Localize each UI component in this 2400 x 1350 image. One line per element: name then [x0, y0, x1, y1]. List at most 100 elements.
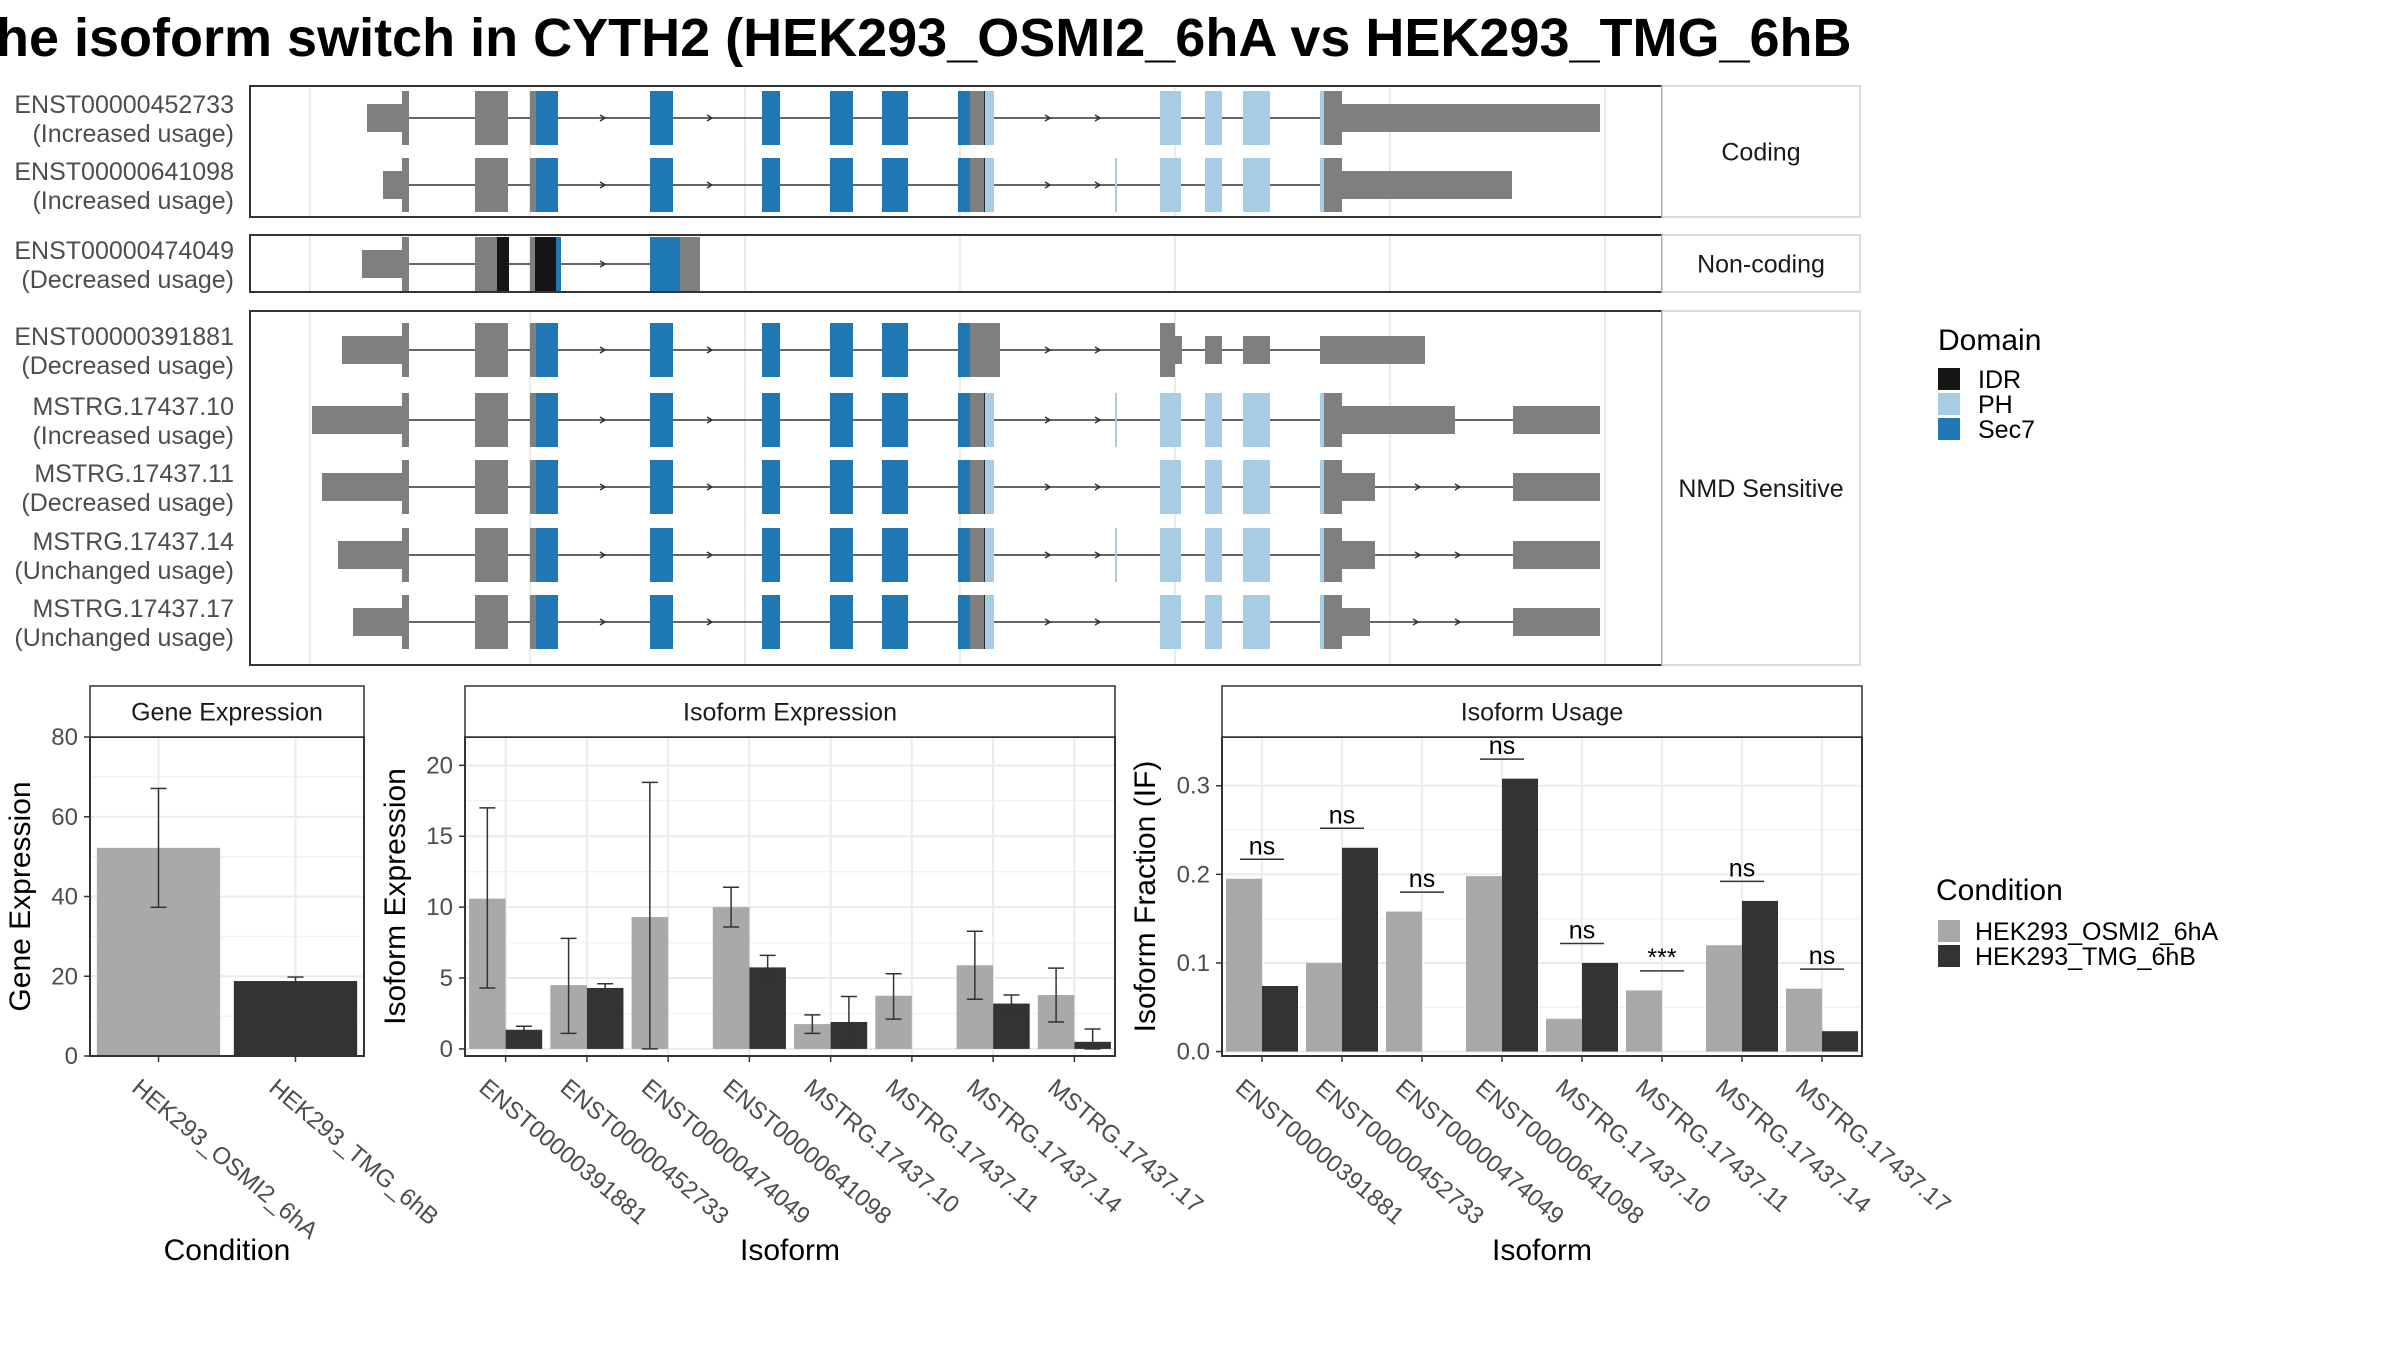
exon-block: [882, 528, 908, 582]
facet-strip: [464, 685, 1116, 738]
bar: [1342, 847, 1378, 1052]
exon-block: [970, 595, 984, 649]
exon-block: [338, 541, 402, 569]
transcript-usage-label: (Increased usage): [32, 422, 234, 450]
exon-block: [762, 323, 780, 377]
direction-arrow: [706, 181, 714, 189]
facet-strip-label: Coding: [1721, 139, 1800, 167]
exon-block: [985, 528, 994, 582]
chart-title: Gene Expression: [131, 699, 323, 727]
y-tick-label: 15: [426, 823, 453, 850]
facet-strip: [1661, 85, 1861, 218]
exon-block: [650, 595, 673, 649]
exon-block: [536, 91, 558, 145]
bar: [233, 981, 358, 1056]
exon-block: [1342, 171, 1512, 199]
y-tick-label: 60: [51, 804, 78, 831]
exon-block: [1160, 595, 1181, 649]
exon-block: [322, 473, 402, 501]
transcript-usage-label: (Unchanged usage): [14, 624, 234, 652]
exon-block: [762, 393, 780, 447]
direction-arrow: [1094, 181, 1102, 189]
exon-block: [536, 158, 558, 212]
direction-arrow: [599, 483, 607, 491]
exon-block: [985, 595, 994, 649]
direction-arrow: [599, 181, 607, 189]
significance-label: ns: [1329, 801, 1355, 829]
transcript-usage-label: (Decreased usage): [21, 266, 234, 294]
exon-block: [530, 460, 536, 514]
significance-label: ns: [1249, 832, 1275, 860]
exon-block: [1320, 460, 1324, 514]
direction-arrow: [1094, 551, 1102, 559]
exon-block: [970, 158, 984, 212]
exon-block: [1324, 91, 1342, 145]
exon-block: [830, 323, 853, 377]
exon-block: [475, 528, 508, 582]
facet-strip: [1661, 234, 1861, 293]
legend-key: [1938, 418, 1960, 440]
exon-block: [1320, 91, 1324, 145]
exon-block: [1324, 158, 1342, 212]
bar: [505, 1029, 543, 1049]
exon-block: [1513, 473, 1600, 501]
direction-arrow: [599, 260, 607, 268]
direction-arrow: [1094, 346, 1102, 354]
exon-block: [882, 323, 908, 377]
exon-block: [650, 393, 673, 447]
exon-block: [1320, 393, 1324, 447]
exon-block: [1342, 608, 1370, 636]
domain-mark: [1115, 158, 1117, 212]
exon-block: [830, 460, 853, 514]
direction-arrow: [706, 618, 714, 626]
transcript-usage-label: (Decreased usage): [21, 352, 234, 380]
exon-block: [1160, 158, 1181, 212]
exon-block: [958, 158, 970, 212]
exon-block: [1243, 460, 1270, 514]
exon-block: [342, 336, 402, 364]
y-tick-label: 0.1: [1177, 950, 1210, 977]
direction-arrow: [1044, 551, 1052, 559]
exon-block: [680, 237, 700, 291]
exon-block: [985, 91, 994, 145]
exon-block: [1205, 595, 1222, 649]
legend-label: IDR: [1978, 366, 2021, 394]
transcript-row: MSTRG.17437.10(Increased usage): [32, 393, 1600, 450]
exon-block: [650, 323, 673, 377]
exon-block: [1160, 323, 1175, 377]
exon-block: [1320, 528, 1324, 582]
exon-block: [1243, 158, 1270, 212]
legend-label: Sec7: [1978, 416, 2035, 444]
direction-arrow: [599, 114, 607, 122]
exon-block: [830, 528, 853, 582]
bar: [1502, 778, 1538, 1052]
exon-block: [497, 237, 509, 291]
figure-title: he isoform switch in CYTH2 (HEK293_OSMI2…: [0, 8, 1852, 68]
facet-strip-label: NMD Sensitive: [1678, 475, 1843, 503]
transcript-row: ENST00000452733(Increased usage): [14, 91, 1600, 148]
exon-block: [970, 528, 984, 582]
direction-arrow: [599, 618, 607, 626]
significance-label: ns: [1729, 854, 1755, 882]
exon-block: [536, 595, 558, 649]
exon-block: [402, 323, 409, 377]
y-tick-label: 0: [65, 1043, 78, 1070]
exon-block: [536, 393, 558, 447]
exon-block: [1243, 336, 1270, 364]
transcript-row: MSTRG.17437.14(Unchanged usage): [14, 528, 1600, 585]
exon-block: [830, 91, 853, 145]
exon-block: [1160, 393, 1181, 447]
direction-arrow: [1094, 483, 1102, 491]
significance-label: ns: [1809, 942, 1835, 970]
facet-strip: [1661, 310, 1861, 666]
direction-arrow: [1412, 618, 1420, 626]
exon-block: [383, 171, 402, 199]
exon-block: [1205, 336, 1222, 364]
exon-block: [1160, 460, 1181, 514]
direction-arrow: [1044, 618, 1052, 626]
exon-block: [1320, 595, 1324, 649]
bar: [712, 907, 750, 1049]
exon-block: [1205, 460, 1222, 514]
transcript-group: ENST00000452733(Increased usage)ENST0000…: [14, 85, 1861, 218]
y-tick-label: 0: [440, 1036, 453, 1063]
